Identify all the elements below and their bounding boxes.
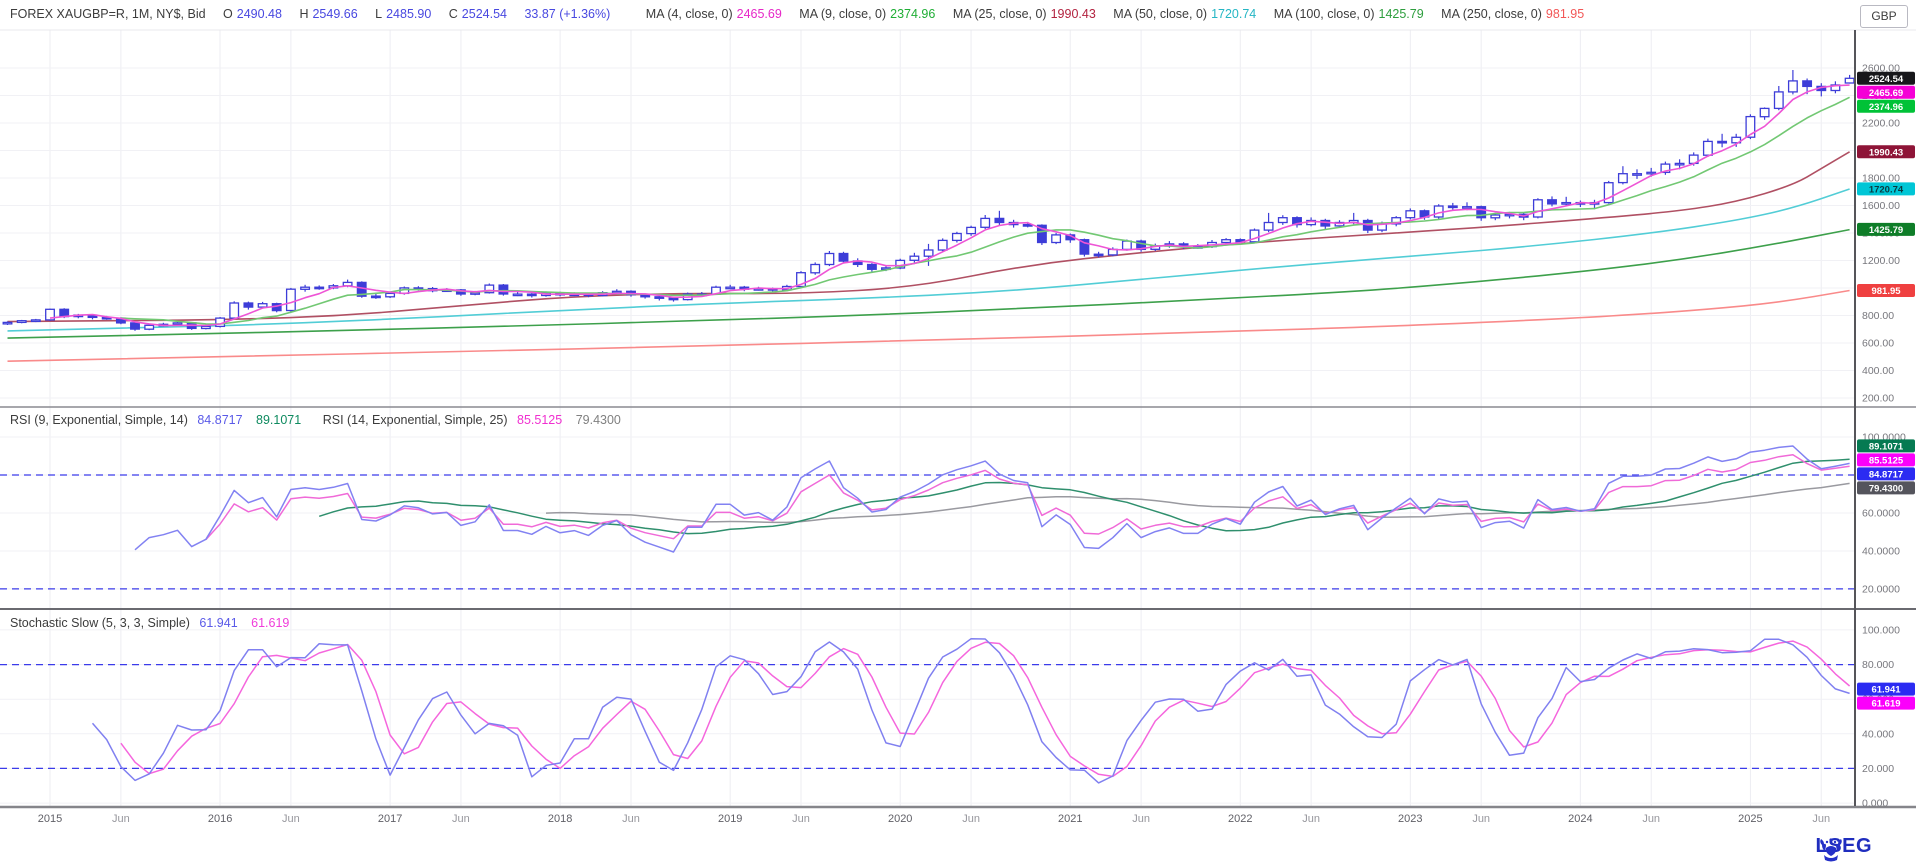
price-badges: 2524.54 2465.69 2374.96 1990.43 1720.74 1425.… [1857, 71, 1915, 297]
ma50-legend[interactable]: MA (50, close, 0) 1720.74 [1113, 7, 1257, 21]
time-axis-labels: 2015 Jun 2016 Jun 2017 Jun 2018 Jun 2019 Jun 2020 J… [38, 813, 1830, 825]
rsi14-value: 85.5125 [517, 413, 563, 427]
svg-text:Jun: Jun [1302, 813, 1320, 825]
svg-text:600.00: 600.00 [1862, 338, 1894, 350]
rsi-lines [134, 445, 1850, 553]
svg-text:981.95: 981.95 [1871, 286, 1901, 297]
svg-text:2022: 2022 [1228, 813, 1252, 825]
svg-text:Jun: Jun [792, 813, 810, 825]
svg-text:2465.69: 2465.69 [1869, 88, 1903, 99]
ohlc-high: H 2549.66 [299, 7, 358, 21]
price-axis[interactable] [1855, 30, 1916, 806]
svg-text:79.4300: 79.4300 [1869, 483, 1903, 494]
rsi9-title: RSI (9, Exponential, Simple, 14) [10, 413, 188, 427]
rsi-legend-bar[interactable]: RSI (9, Exponential, Simple, 14) 84.8717… [10, 413, 625, 427]
svg-text:Jun: Jun [622, 813, 640, 825]
lseg-logo: LSEG [1816, 835, 1872, 862]
svg-text:1600.00: 1600.00 [1862, 200, 1900, 212]
ma25-legend[interactable]: MA (25, close, 0) 1990.43 [952, 7, 1096, 21]
svg-text:20.0000: 20.0000 [1862, 583, 1900, 595]
svg-text:0.000: 0.000 [1862, 798, 1888, 810]
svg-text:Jun: Jun [282, 813, 300, 825]
svg-text:2600.00: 2600.00 [1862, 63, 1900, 75]
svg-text:100.000: 100.000 [1862, 624, 1900, 636]
svg-text:Jun: Jun [1642, 813, 1660, 825]
svg-text:2374.96: 2374.96 [1869, 102, 1903, 113]
ma4-legend[interactable]: MA (4, close, 0) 2465.69 [645, 7, 782, 21]
stochastic-legend-bar[interactable]: Stochastic Slow (5, 3, 3, Simple) 61.941… [10, 616, 293, 630]
svg-text:Jun: Jun [452, 813, 470, 825]
svg-text:2200.00: 2200.00 [1862, 118, 1900, 130]
time-axis[interactable] [0, 806, 1855, 830]
svg-text:2018: 2018 [548, 813, 572, 825]
svg-text:61.619: 61.619 [1871, 699, 1900, 710]
svg-text:40.000: 40.000 [1862, 728, 1894, 740]
rsi9-avg-value: 89.1071 [256, 413, 302, 427]
rsi14-avg-value: 79.4300 [575, 413, 621, 427]
svg-text:Jun: Jun [1812, 813, 1830, 825]
ohlc-open: O 2490.48 [223, 7, 282, 21]
svg-text:Jun: Jun [962, 813, 980, 825]
svg-text:Jun: Jun [1132, 813, 1150, 825]
svg-text:Jun: Jun [1472, 813, 1490, 825]
rsi-badges: 89.1071 85.5125 84.8717 79.4300 [1857, 439, 1915, 495]
svg-text:1720.74: 1720.74 [1869, 184, 1904, 195]
svg-text:89.1071: 89.1071 [1869, 441, 1904, 452]
svg-text:1425.79: 1425.79 [1869, 225, 1903, 236]
lseg-emblem [1819, 838, 1842, 862]
main-chart-pane[interactable] [0, 30, 1855, 406]
svg-text:1990.43: 1990.43 [1869, 147, 1903, 158]
rsi-pane[interactable] [0, 407, 1855, 599]
svg-text:2020: 2020 [888, 813, 912, 825]
svg-text:2015: 2015 [38, 813, 62, 825]
stochastic-lines [91, 637, 1851, 784]
svg-text:1200.00: 1200.00 [1862, 255, 1900, 267]
svg-text:40.0000: 40.0000 [1862, 546, 1900, 558]
ma-fast-lines [49, 84, 1850, 327]
svg-text:85.5125: 85.5125 [1869, 455, 1904, 466]
svg-text:200.00: 200.00 [1862, 393, 1894, 405]
svg-text:84.8717: 84.8717 [1869, 469, 1903, 480]
stochastic-title: Stochastic Slow (5, 3, 3, Simple) [10, 616, 190, 630]
svg-text:80.000: 80.000 [1862, 659, 1894, 671]
svg-text:800.00: 800.00 [1862, 310, 1894, 322]
ma250-legend[interactable]: MA (250, close, 0) 981.95 [1441, 7, 1585, 21]
ma-slow-lines [7, 151, 1851, 362]
ohlc-close: C 2524.54 [448, 7, 507, 21]
svg-text:60.0000: 60.0000 [1862, 508, 1900, 520]
svg-text:2524.54: 2524.54 [1869, 74, 1904, 85]
stochastic-k-value: 61.941 [199, 616, 238, 630]
svg-text:2017: 2017 [378, 813, 402, 825]
rsi9-value: 84.8717 [197, 413, 243, 427]
svg-text:Jun: Jun [112, 813, 130, 825]
svg-text:1800.00: 1800.00 [1862, 173, 1900, 185]
ma9-legend[interactable]: MA (9, close, 0) 2374.96 [799, 7, 936, 21]
svg-text:2019: 2019 [718, 813, 742, 825]
svg-text:2025: 2025 [1738, 813, 1762, 825]
stochastic-d-value: 61.619 [251, 616, 290, 630]
instrument-label[interactable]: FOREX XAUGBP=R, 1M, NY$, Bid [10, 7, 206, 21]
svg-text:400.00: 400.00 [1862, 365, 1894, 377]
ma100-legend[interactable]: MA (100, close, 0) 1425.79 [1273, 7, 1424, 21]
svg-text:2016: 2016 [208, 813, 232, 825]
change-label: 33.87 (+1.36%) [524, 7, 611, 21]
ohlc-low: L 2485.90 [375, 7, 432, 21]
svg-text:2021: 2021 [1058, 813, 1082, 825]
svg-text:2023: 2023 [1398, 813, 1422, 825]
axis-currency-button[interactable]: GBP [1860, 5, 1908, 28]
stochastic-badges: 61.941 61.619 [1857, 682, 1915, 710]
svg-text:20.000: 20.000 [1862, 763, 1894, 775]
svg-text:2024: 2024 [1568, 813, 1592, 825]
svg-text:61.941: 61.941 [1871, 685, 1901, 696]
rsi14-title: RSI (14, Exponential, Simple, 25) [322, 413, 508, 427]
stochastic-pane[interactable] [0, 600, 1855, 806]
